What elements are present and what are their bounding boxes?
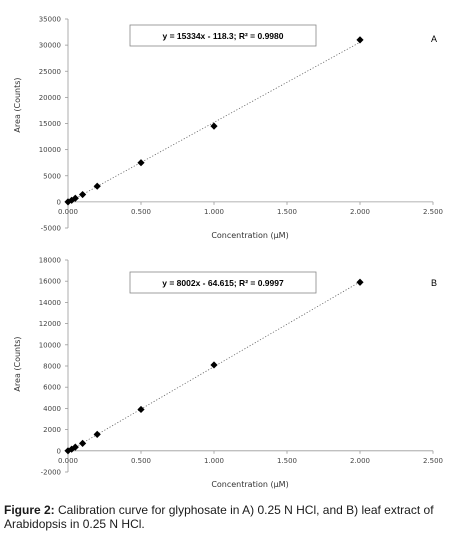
data-point xyxy=(93,182,101,190)
calibration-figure: Area (Counts) Concentration (µM) y = 153… xyxy=(13,16,443,490)
data-point xyxy=(64,198,72,206)
x-tick-label: 1.500 xyxy=(277,457,297,465)
chart-panel-b: Area (Counts) Concentration (µM) y = 800… xyxy=(13,257,443,490)
x-tick-label: 1.000 xyxy=(204,457,224,465)
x-tick-label: 2.000 xyxy=(350,208,370,216)
figure-caption: Figure 2: Calibration curve for glyphosa… xyxy=(4,503,458,531)
y-tick-label: 0 xyxy=(57,447,61,455)
y-axis-title-b: Area (Counts) xyxy=(13,336,22,391)
data-point xyxy=(68,445,76,453)
data-point xyxy=(137,405,145,414)
y-tick-label: 0 xyxy=(57,198,61,206)
y-tick-label: -2000 xyxy=(41,469,61,477)
data-point xyxy=(79,190,87,199)
x-axis-title-a: Concentration (µM) xyxy=(211,231,288,240)
data-point xyxy=(137,159,145,167)
x-tick-label: 2.500 xyxy=(423,457,443,465)
y-tick-label: 14000 xyxy=(39,299,61,307)
x-axis-title-b: Concentration (µM) xyxy=(211,480,288,489)
y-axis-title-a: Area (Counts) xyxy=(13,77,22,132)
x-tick-label: 2.000 xyxy=(350,457,370,465)
y-tick-label: 5000 xyxy=(43,172,61,180)
trendline-equation-a: y = 15334x - 118.3; R² = 0.9980 xyxy=(163,31,284,41)
y-tick-label: 35000 xyxy=(39,16,61,24)
data-point xyxy=(356,278,364,286)
panel-label-a: A xyxy=(431,34,437,44)
x-tick-label: 1.500 xyxy=(277,208,297,216)
y-tick-label: -5000 xyxy=(41,225,61,233)
x-tick-label: 0.000 xyxy=(58,208,78,216)
equation-box-b: y = 8002x - 64.615; R² = 0.9997 xyxy=(129,271,317,294)
y-tick-label: 25000 xyxy=(39,68,61,76)
y-tick-label: 6000 xyxy=(43,384,61,392)
equation-box-a: y = 15334x - 118.3; R² = 0.9980 xyxy=(129,24,317,47)
chart-panel-a: Area (Counts) Concentration (µM) y = 153… xyxy=(13,16,443,241)
trendline-a xyxy=(67,41,361,203)
y-tick-label: 16000 xyxy=(39,278,61,286)
trendline-equation-b: y = 8002x - 64.615; R² = 0.9997 xyxy=(162,278,284,288)
x-tick-label: 2.500 xyxy=(423,208,443,216)
y-tick-label: 18000 xyxy=(39,257,61,265)
x-tick-label: 0.000 xyxy=(58,457,78,465)
x-tick-label: 0.500 xyxy=(131,208,151,216)
y-tick-label: 10000 xyxy=(39,341,61,349)
y-tick-label: 8000 xyxy=(43,363,61,371)
data-point xyxy=(210,122,218,130)
x-tick-label: 1.000 xyxy=(204,208,224,216)
y-tick-label: 20000 xyxy=(39,94,61,102)
data-point xyxy=(356,36,364,44)
y-tick-label: 15000 xyxy=(39,120,61,128)
y-tick-label: 10000 xyxy=(39,146,61,154)
data-point xyxy=(210,361,218,369)
caption-text: Calibration curve for glyphosate in A) 0… xyxy=(4,503,434,531)
y-tick-label: 12000 xyxy=(39,320,61,328)
x-tick-label: 0.500 xyxy=(131,457,151,465)
y-tick-label: 4000 xyxy=(43,405,61,413)
caption-label: Figure 2: xyxy=(4,503,55,517)
data-point xyxy=(71,194,79,202)
y-tick-label: 2000 xyxy=(43,426,61,434)
panel-label-b: B xyxy=(431,278,437,288)
y-tick-label: 30000 xyxy=(39,42,61,50)
data-point xyxy=(79,439,87,447)
data-point xyxy=(64,447,72,455)
data-point xyxy=(71,443,79,451)
data-point xyxy=(93,430,101,438)
